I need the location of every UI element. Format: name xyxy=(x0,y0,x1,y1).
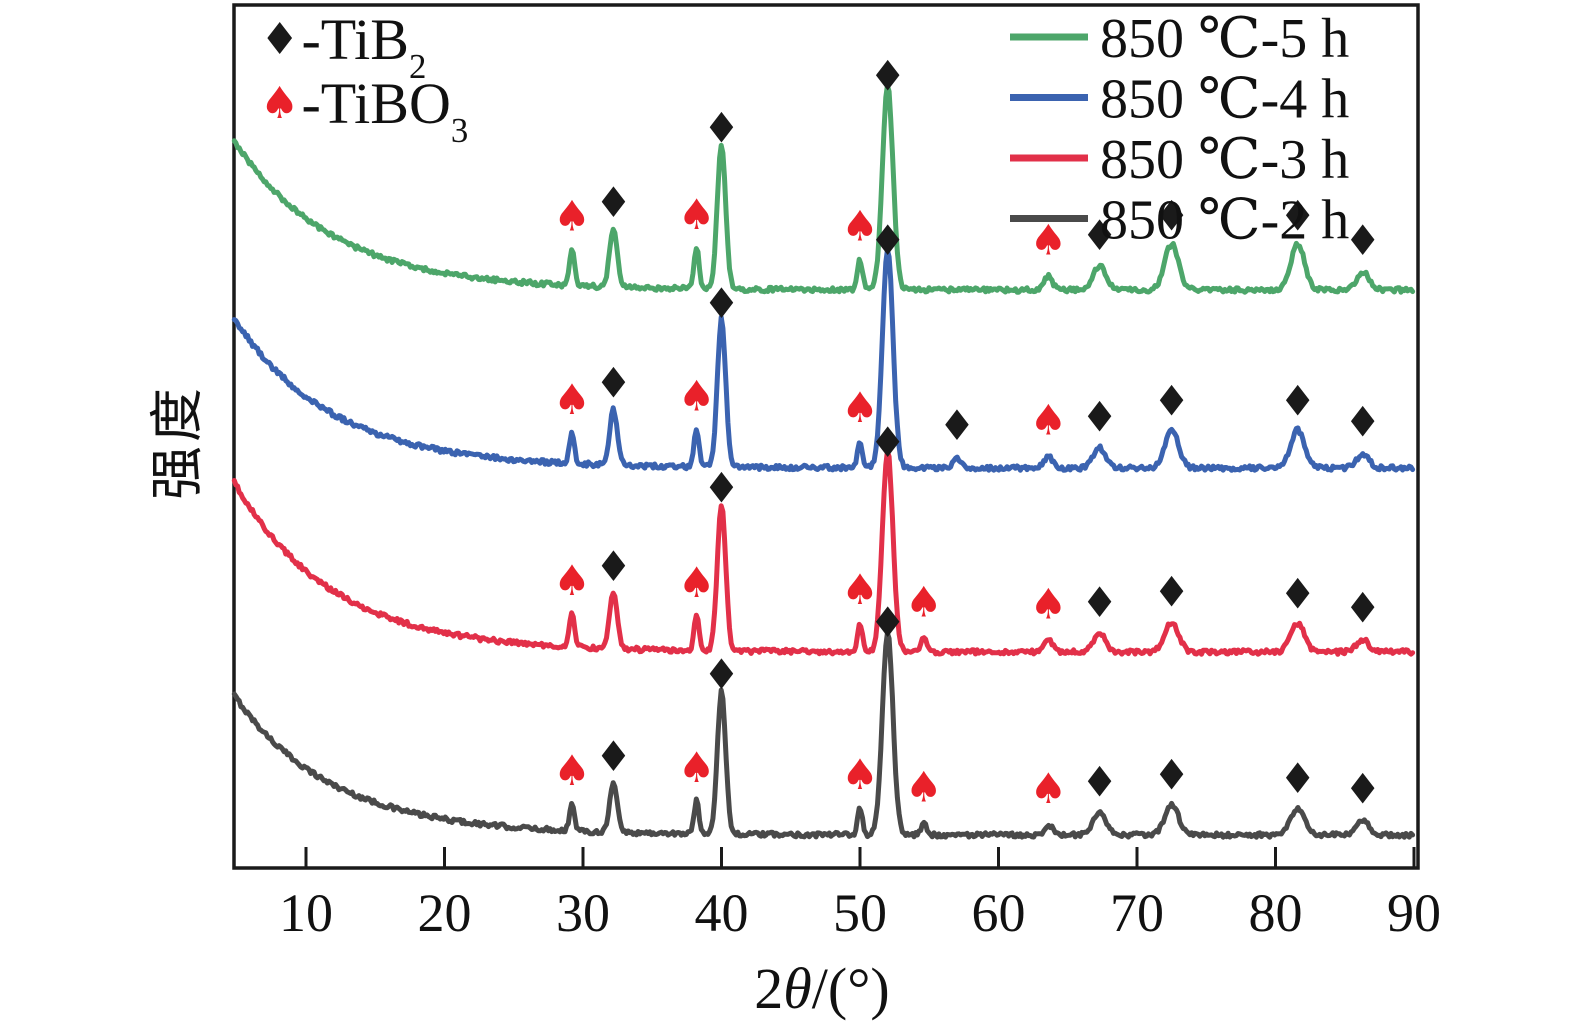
phase-legend: ♦ -TiB2 ♠ -TiBO3 xyxy=(260,7,469,150)
tibo3-spade-marker: ♠ xyxy=(1030,579,1068,628)
tib2-diamond-marker: ♦ xyxy=(1279,754,1317,803)
tibo3-spade-marker: ♠ xyxy=(905,762,943,811)
x-tick-label: 50 xyxy=(833,883,887,943)
tibo3-spade-marker: ♠ xyxy=(553,375,591,424)
tib2-diamond-marker: ♦ xyxy=(1081,392,1119,441)
tib2-diamond-marker: ♦ xyxy=(703,464,741,513)
x-tick-label: 80 xyxy=(1249,883,1303,943)
tibo3-spade-marker: ♠ xyxy=(1030,764,1068,813)
series-curve-850-5-h xyxy=(231,83,1416,295)
spade-icon: ♠ xyxy=(260,78,300,129)
tib2-diamond-marker: ♦ xyxy=(703,650,741,699)
tib2-diamond-marker: ♦ xyxy=(703,103,741,152)
tibo3-spade-marker: ♠ xyxy=(841,565,879,614)
tibo3-spade-marker: ♠ xyxy=(841,383,879,432)
tibo3-spade-marker: ♠ xyxy=(678,743,716,792)
phase-legend-item-tibo3: ♠ -TiBO3 xyxy=(260,71,469,150)
tib2-diamond-marker: ♦ xyxy=(1279,192,1317,241)
tibo3-spade-marker: ♠ xyxy=(553,556,591,605)
x-axis-title: 2θ/(°) xyxy=(754,956,890,1021)
x-tick-label: 10 xyxy=(279,883,333,943)
tibo3-spade-marker: ♠ xyxy=(841,201,879,250)
series-curve-850-3-h xyxy=(231,449,1416,657)
tib2-diamond-marker: ♦ xyxy=(869,418,907,467)
tibo3-spade-marker: ♠ xyxy=(1030,395,1068,444)
phase-label-tibo3: -TiBO3 xyxy=(301,71,469,150)
y-axis-title: 强度 xyxy=(147,384,208,500)
tib2-diamond-marker: ♦ xyxy=(1344,398,1382,447)
legend-label-850-3-h: 850 ℃-3 h xyxy=(1100,129,1349,191)
x-tick-label: 90 xyxy=(1387,883,1441,943)
x-tick-label: 30 xyxy=(556,883,610,943)
tibo3-spade-marker: ♠ xyxy=(678,190,716,239)
phase-legend-item-tib2: ♦ -TiB2 xyxy=(260,7,468,86)
series-curve-850-2-h xyxy=(231,630,1416,840)
tib2-diamond-marker: ♦ xyxy=(1153,751,1191,800)
phase-label-tib2: -TiB2 xyxy=(301,7,427,86)
diamond-icon: ♦ xyxy=(260,14,300,65)
tib2-diamond-marker: ♦ xyxy=(1344,216,1382,265)
tib2-diamond-marker: ♦ xyxy=(1081,578,1119,627)
x-tick-label: 20 xyxy=(418,883,472,943)
tib2-diamond-marker: ♦ xyxy=(869,598,907,647)
tib2-diamond-marker: ♦ xyxy=(1153,568,1191,617)
legend-label-850-5-h: 850 ℃-5 h xyxy=(1100,8,1349,70)
tibo3-spade-marker: ♠ xyxy=(1030,216,1068,265)
x-tick-label: 40 xyxy=(695,883,749,943)
tibo3-spade-marker: ♠ xyxy=(841,750,879,799)
tib2-diamond-marker: ♦ xyxy=(595,542,633,591)
tib2-diamond-marker: ♦ xyxy=(1153,192,1191,241)
tib2-diamond-marker: ♦ xyxy=(869,51,907,100)
tib2-diamond-marker: ♦ xyxy=(1153,377,1191,426)
tib2-diamond-marker: ♦ xyxy=(1279,377,1317,426)
tib2-diamond-marker: ♦ xyxy=(595,178,633,227)
legend-label-850-4-h: 850 ℃-4 h xyxy=(1100,69,1349,131)
tib2-diamond-marker: ♦ xyxy=(595,359,633,408)
x-tick-label: 70 xyxy=(1110,883,1164,943)
tibo3-spade-marker: ♠ xyxy=(678,558,716,607)
tib2-diamond-marker: ♦ xyxy=(703,279,741,328)
tibo3-spade-marker: ♠ xyxy=(553,192,591,241)
x-tick-label: 60 xyxy=(972,883,1026,943)
tib2-diamond-marker: ♦ xyxy=(1344,765,1382,814)
tib2-diamond-marker: ♦ xyxy=(938,401,976,450)
tibo3-spade-marker: ♠ xyxy=(678,371,716,420)
plot-frame xyxy=(232,3,1420,870)
tib2-diamond-marker: ♦ xyxy=(1081,758,1119,807)
tibo3-spade-marker: ♠ xyxy=(905,578,943,627)
tib2-diamond-marker: ♦ xyxy=(1344,583,1382,632)
tibo3-spade-marker: ♠ xyxy=(553,746,591,795)
series-curve-850-4-h xyxy=(231,247,1416,473)
tib2-diamond-marker: ♦ xyxy=(595,732,633,781)
tib2-diamond-marker: ♦ xyxy=(1279,569,1317,618)
legend-label-850-2-h: 850 ℃-2 h xyxy=(1100,190,1349,252)
tib2-diamond-marker: ♦ xyxy=(869,216,907,265)
